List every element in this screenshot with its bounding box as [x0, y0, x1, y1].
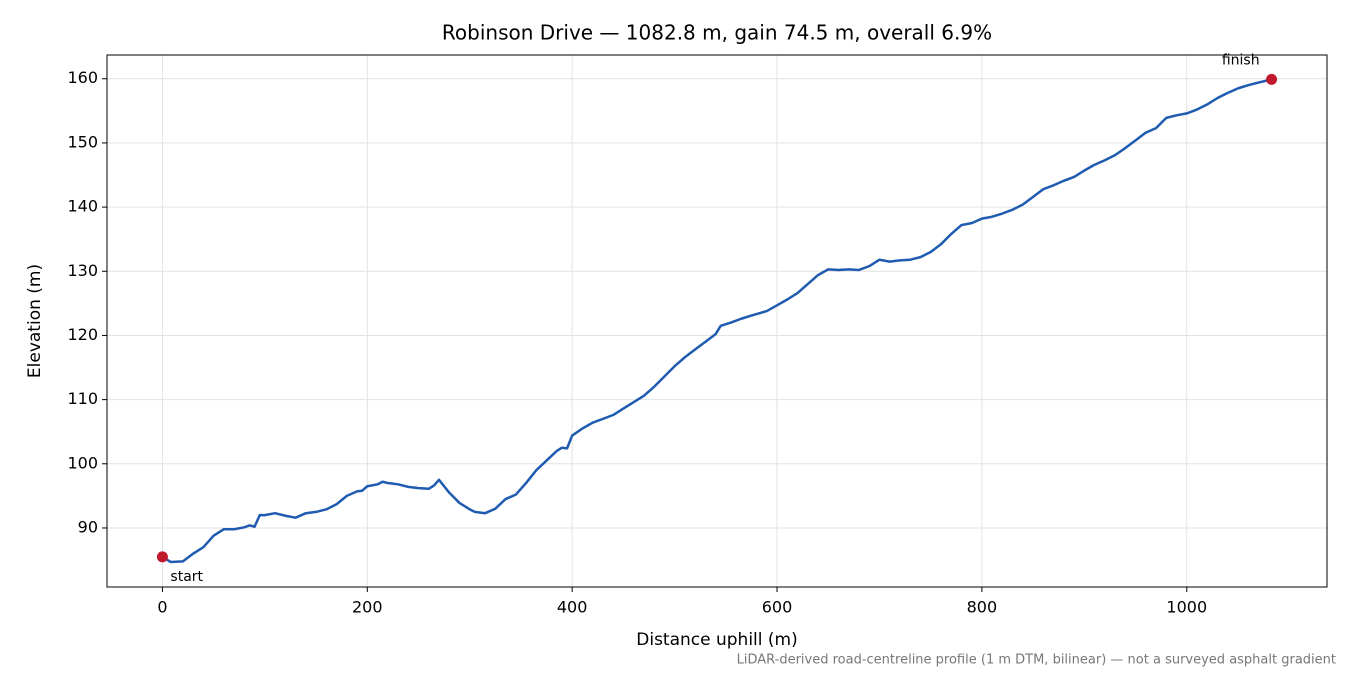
endpoint-label: start — [170, 569, 203, 585]
y-tick-label: 150 — [67, 132, 98, 151]
x-tick-label: 600 — [762, 598, 793, 617]
y-tick-label: 110 — [67, 389, 98, 408]
y-tick-label: 100 — [67, 453, 98, 472]
endpoint-marker — [1266, 73, 1278, 85]
chart-title: Robinson Drive — 1082.8 m, gain 74.5 m, … — [442, 21, 992, 45]
elevation-line — [161, 78, 1272, 564]
x-tick-label: 1000 — [1166, 598, 1207, 617]
plot-frame — [106, 54, 1328, 588]
x-axis-label: Distance uphill (m) — [636, 630, 797, 650]
x-tick-label: 400 — [557, 598, 588, 617]
y-tick-label: 120 — [67, 325, 98, 344]
x-tick-label: 800 — [967, 598, 998, 617]
y-axis-label: Elevation (m) — [25, 264, 45, 378]
y-tick-label: 90 — [78, 517, 98, 536]
endpoint-label: finish — [1222, 52, 1260, 68]
y-tick-label: 160 — [67, 68, 98, 87]
x-tick-label: 0 — [157, 598, 167, 617]
endpoint-marker — [156, 551, 168, 563]
footnote: LiDAR-derived road-centreline profile (1… — [737, 653, 1336, 668]
y-tick-label: 130 — [67, 261, 98, 280]
x-tick-label: 200 — [352, 598, 383, 617]
y-tick-label: 140 — [67, 197, 98, 216]
